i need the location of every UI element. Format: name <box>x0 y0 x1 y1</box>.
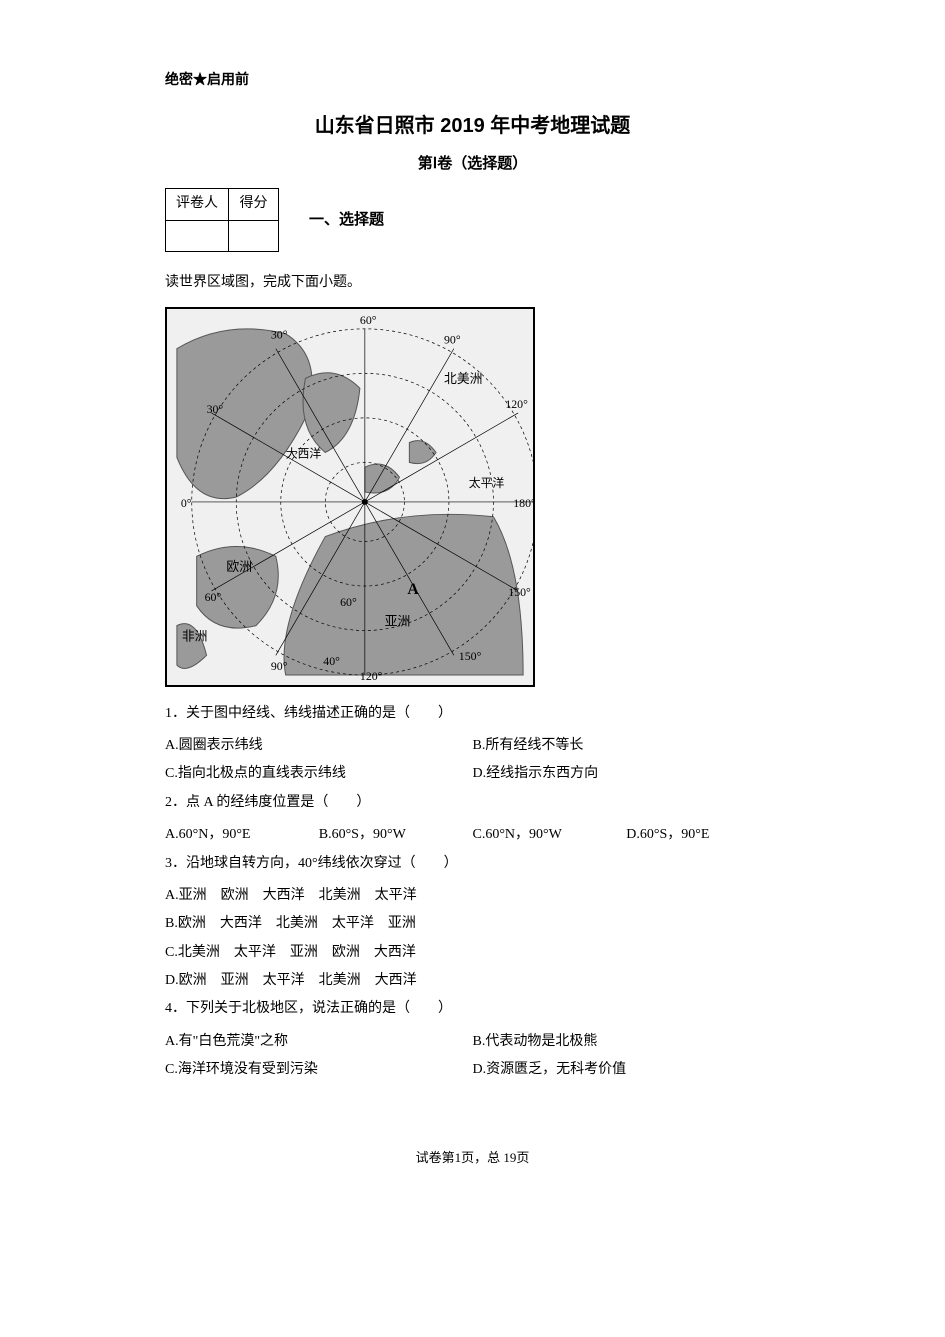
map-lon-150e: 150° <box>459 649 482 663</box>
grade-table-cell-2 <box>229 220 279 251</box>
q1-option-d: D.经线指示东西方向 <box>473 763 781 785</box>
section-label: 一、选择题 <box>309 208 384 232</box>
q3-option-d: D.欧洲 亚洲 太平洋 北美洲 大西洋 <box>165 970 780 992</box>
q1-option-c: C.指向北极点的直线表示纬线 <box>165 763 473 785</box>
question-2-options: A.60°N，90°E B.60°S，90°W C.60°N，90°W D.60… <box>165 824 780 852</box>
map-lon-30e: 30° <box>207 401 224 415</box>
map-lat-60: 60° <box>340 594 357 608</box>
q4-option-d: D.资源匮乏，无科考价值 <box>473 1059 781 1081</box>
passage-text: 读世界区域图，完成下面小题。 <box>165 272 780 294</box>
grade-table-col1-header: 评卷人 <box>166 189 229 220</box>
q4-option-b: B.代表动物是北极熊 <box>473 1031 781 1053</box>
question-1-options: A.圆圈表示纬线 B.所有经线不等长 C.指向北极点的直线表示纬线 D.经线指示… <box>165 735 780 792</box>
q3-option-b: B.欧洲 大西洋 北美洲 太平洋 亚洲 <box>165 913 780 935</box>
map-lon-90e: 90° <box>271 659 288 673</box>
map-lon-150w: 150° <box>508 584 531 598</box>
q2-option-a: A.60°N，90°E <box>165 824 319 846</box>
section-header-row: 评卷人 得分 一、选择题 <box>165 188 780 252</box>
grade-table-col2-header: 得分 <box>229 189 279 220</box>
map-label-pacific: 太平洋 <box>469 476 505 490</box>
question-2-stem: 2．点 A 的经纬度位置是（ ） <box>165 792 780 814</box>
map-lon-0: 0° <box>181 495 192 509</box>
map-label-atlantic: 大西洋 <box>286 446 322 460</box>
q2-option-b: B.60°S，90°W <box>319 824 473 846</box>
map-lon-120w: 120° <box>505 397 528 411</box>
part-header: 第Ⅰ卷（选择题） <box>165 152 780 176</box>
map-lat-40: 40° <box>323 654 340 668</box>
document-title: 山东省日照市 2019 年中考地理试题 <box>165 110 780 142</box>
q2-option-c: C.60°N，90°W <box>473 824 627 846</box>
page-footer: 试卷第1页，总 19页 <box>165 1148 780 1169</box>
map-svg: A 0° 30° 60° 90° 120° 150° 180° 150° 120… <box>167 309 533 685</box>
map-lon-60w: 60° <box>360 312 377 326</box>
question-3-options: A.亚洲 欧洲 大西洋 北美洲 太平洋 B.欧洲 大西洋 北美洲 太平洋 亚洲 … <box>165 885 780 993</box>
question-4-stem: 4．下列关于北极地区，说法正确的是（ ） <box>165 998 780 1020</box>
q2-option-d: D.60°S，90°E <box>626 824 780 846</box>
map-lon-30w: 30° <box>271 327 288 341</box>
question-1-stem: 1．关于图中经线、纬线描述正确的是（ ） <box>165 703 780 725</box>
map-point-a: A <box>407 581 419 598</box>
question-4-options: A.有"白色荒漠"之称 B.代表动物是北极熊 C.海洋环境没有受到污染 D.资源… <box>165 1031 780 1088</box>
question-3-stem: 3．沿地球自转方向，40°纬线依次穿过（ ） <box>165 853 780 875</box>
world-region-map-figure: A 0° 30° 60° 90° 120° 150° 180° 150° 120… <box>165 307 535 687</box>
q3-option-c: C.北美洲 太平洋 亚洲 欧洲 大西洋 <box>165 942 780 964</box>
grade-table: 评卷人 得分 <box>165 188 279 252</box>
map-label-namerica: 北美洲 <box>444 372 483 386</box>
map-lon-180: 180° <box>513 495 533 509</box>
q1-option-b: B.所有经线不等长 <box>473 735 781 757</box>
map-label-asia: 亚洲 <box>385 614 411 628</box>
map-label-africa: 非洲 <box>182 629 208 643</box>
q3-option-a: A.亚洲 欧洲 大西洋 北美洲 太平洋 <box>165 885 780 907</box>
map-label-europe: 欧洲 <box>226 560 252 574</box>
map-lon-120e: 120° <box>360 669 383 683</box>
map-lon-60e: 60° <box>205 589 222 603</box>
q1-option-a: A.圆圈表示纬线 <box>165 735 473 757</box>
map-lon-90w: 90° <box>444 332 461 346</box>
confidential-label: 绝密★启用前 <box>165 70 780 92</box>
grade-table-cell-1 <box>166 220 229 251</box>
q4-option-a: A.有"白色荒漠"之称 <box>165 1031 473 1053</box>
q4-option-c: C.海洋环境没有受到污染 <box>165 1059 473 1081</box>
